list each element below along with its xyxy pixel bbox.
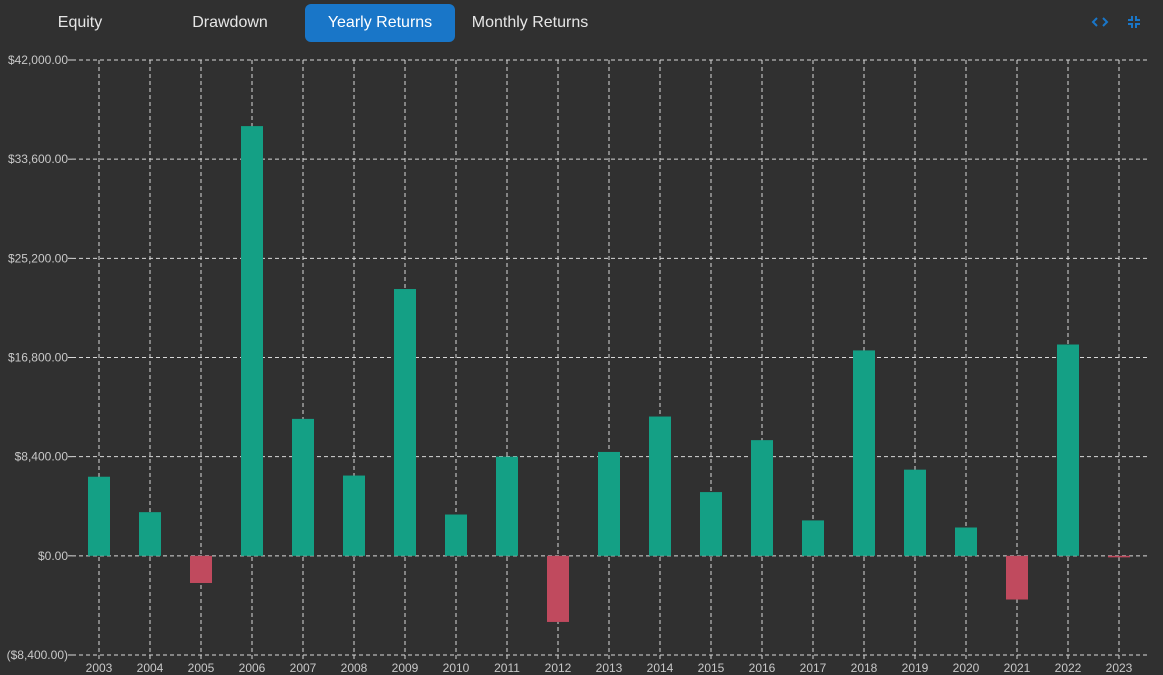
bar-2011[interactable] (496, 456, 518, 556)
x-tick-label: 2006 (239, 661, 266, 675)
bars (88, 126, 1130, 622)
code-brackets-icon[interactable] (1090, 12, 1110, 32)
bar-2003[interactable] (88, 476, 110, 556)
bar-2022[interactable] (1057, 344, 1079, 556)
bar-2015[interactable] (700, 492, 722, 556)
bar-2013[interactable] (598, 451, 620, 556)
bar-2004[interactable] (139, 512, 161, 556)
x-tick-label: 2005 (188, 661, 215, 675)
bar-2007[interactable] (292, 418, 314, 556)
x-tick-label: 2003 (86, 661, 113, 675)
chart-tab-bar: Equity Drawdown Yearly Returns Monthly R… (0, 0, 1163, 46)
bar-2019[interactable] (904, 469, 926, 556)
tab-equity[interactable]: Equity (57, 14, 103, 31)
y-tick-label: $42,000.00 (8, 53, 68, 67)
y-tick-label: $33,600.00 (8, 152, 68, 166)
bar-2009[interactable] (394, 289, 416, 556)
tab-yearly-returns[interactable]: Yearly Returns (305, 4, 455, 42)
x-tick-label: 2019 (902, 661, 929, 675)
x-tick-label: 2016 (749, 661, 776, 675)
bar-2020[interactable] (955, 527, 977, 556)
x-tick-label: 2004 (137, 661, 164, 675)
bar-2017[interactable] (802, 520, 824, 556)
y-axis-ticks: $42,000.00 $33,600.00 $25,200.00 $16,800.00… (7, 53, 69, 662)
x-tick-label: 2018 (851, 661, 878, 675)
x-tick-label: 2012 (545, 661, 572, 675)
x-axis-ticks: 2003 2004 2005 2006 2007 2008 2009 2010 2011 2012… (86, 661, 1133, 675)
bar-2006[interactable] (241, 126, 263, 556)
bar-2021[interactable] (1006, 555, 1028, 600)
x-tick-label: 2014 (647, 661, 674, 675)
bar-2008[interactable] (343, 475, 365, 556)
x-tick-label: 2010 (443, 661, 470, 675)
bar-2012[interactable] (547, 555, 569, 622)
y-tick-label: $8,400.00 (15, 450, 69, 464)
bar-2010[interactable] (445, 514, 467, 556)
x-tick-label: 2017 (800, 661, 827, 675)
tab-drawdown[interactable]: Drawdown (192, 14, 268, 31)
y-tick-label: $25,200.00 (8, 251, 68, 265)
x-tick-label: 2020 (953, 661, 980, 675)
bar-2023[interactable] (1108, 555, 1130, 558)
y-tick-label: $0.00 (38, 549, 68, 563)
x-tick-label: 2008 (341, 661, 368, 675)
y-tick-label: $16,800.00 (8, 351, 68, 365)
x-tick-label: 2023 (1106, 661, 1133, 675)
x-tick-label: 2009 (392, 661, 419, 675)
tab-monthly-returns[interactable]: Monthly Returns (471, 14, 589, 31)
grid (68, 59, 1148, 659)
bar-2016[interactable] (751, 440, 773, 556)
x-tick-label: 2011 (494, 661, 520, 675)
x-tick-label: 2021 (1004, 661, 1031, 675)
bar-2005[interactable] (190, 555, 212, 583)
y-tick-label: ($8,400.00) (7, 648, 68, 662)
x-tick-label: 2007 (290, 661, 317, 675)
x-tick-label: 2015 (698, 661, 725, 675)
bar-2014[interactable] (649, 416, 671, 556)
x-tick-label: 2022 (1055, 661, 1082, 675)
x-tick-label: 2013 (596, 661, 623, 675)
collapse-icon[interactable] (1124, 12, 1144, 32)
bar-2018[interactable] (853, 350, 875, 556)
